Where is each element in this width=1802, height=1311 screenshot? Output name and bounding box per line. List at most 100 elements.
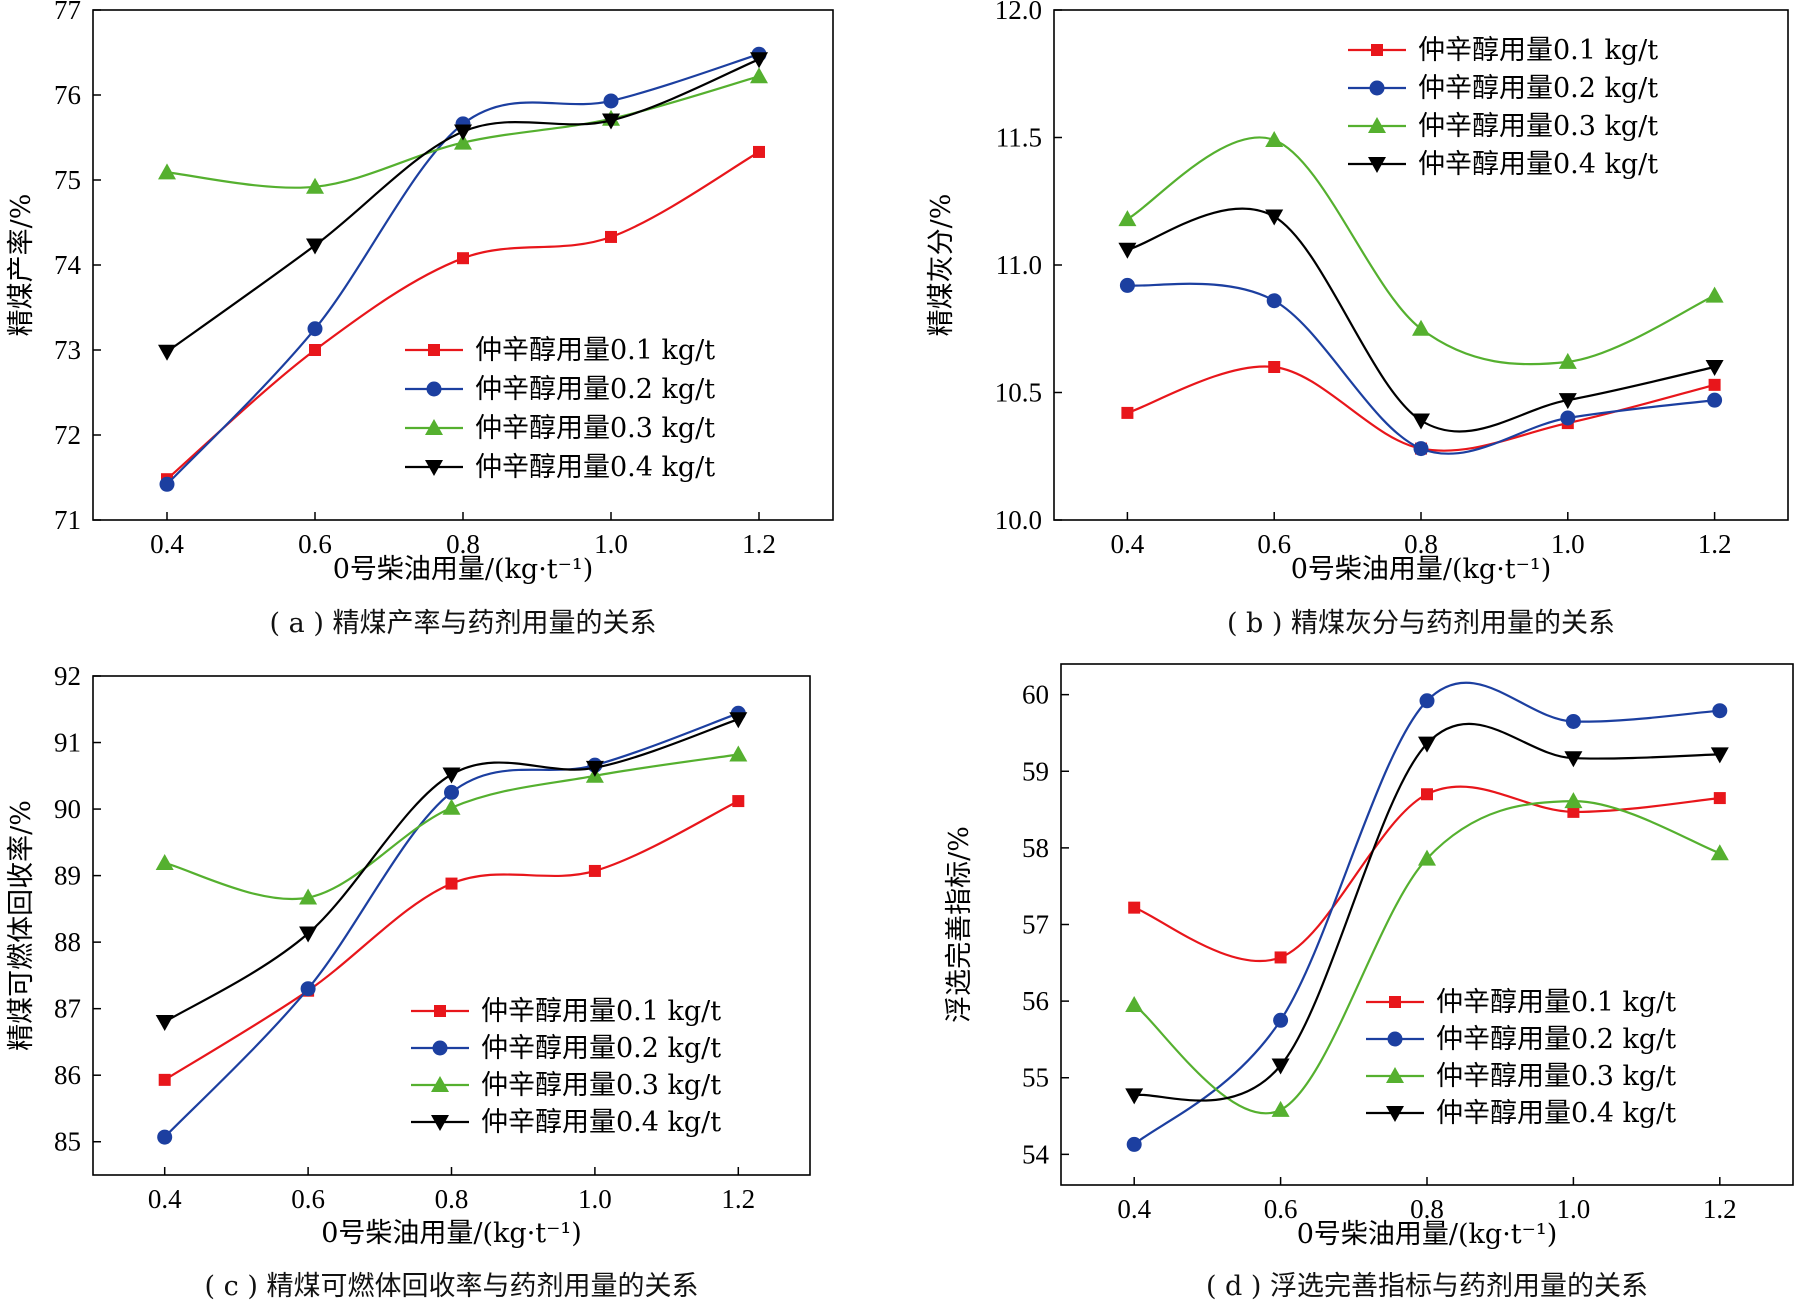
series-line — [1133, 722, 1720, 1102]
data-point — [442, 767, 461, 784]
data-point — [1558, 352, 1577, 369]
data-point — [454, 133, 472, 150]
data-point — [306, 238, 324, 255]
legend-label: 仲辛醇用量0.2 kg/t — [481, 1033, 721, 1064]
series-4 — [155, 712, 748, 1031]
data-point — [1567, 805, 1580, 818]
y-tick-label: 58 — [1022, 833, 1049, 863]
data-point — [602, 113, 620, 130]
legend-entry: 仲辛醇用量0.1 kg/t — [1348, 35, 1658, 66]
x-tick-label: 1.0 — [1557, 1194, 1591, 1224]
data-point — [1564, 751, 1583, 768]
data-point — [588, 864, 601, 877]
y-tick-label: 55 — [1022, 1063, 1049, 1093]
legend-marker — [1389, 996, 1401, 1008]
legend-label: 仲辛醇用量0.3 kg/t — [475, 413, 715, 444]
y-tick-label: 57 — [1022, 910, 1049, 940]
data-point — [309, 344, 321, 356]
data-point — [1707, 392, 1723, 408]
x-tick-label: 0.8 — [1410, 1194, 1444, 1224]
data-point — [1265, 131, 1284, 148]
y-tick-label: 12.0 — [995, 0, 1042, 25]
panel-c: 0.4 0.6 0.8 1.0 1.2 85 86 87 88 89 90 91 92 0号柴油用量/(k… — [6, 661, 811, 1302]
data-point — [1119, 277, 1135, 293]
series-line — [1133, 681, 1720, 1146]
x-tick-label: 0.6 — [1264, 1194, 1298, 1224]
data-point — [1268, 361, 1281, 373]
x-axis-label: 0号柴油用量/(kg·t⁻¹) — [321, 1218, 582, 1249]
data-point — [299, 926, 318, 943]
legend-label: 仲辛醇用量0.1 kg/t — [1418, 35, 1658, 66]
data-point — [1705, 360, 1724, 376]
data-point — [1128, 901, 1141, 914]
data-point — [1271, 1058, 1290, 1075]
data-point — [1273, 1012, 1289, 1028]
x-tick-label: 0.6 — [298, 529, 332, 559]
legend-marker — [1368, 157, 1386, 173]
y-tick-label: 54 — [1022, 1139, 1050, 1169]
x-tick-label: 1.2 — [1698, 529, 1732, 559]
data-point — [1708, 378, 1721, 391]
legend-label: 仲辛醇用量0.4 kg/t — [1436, 1098, 1676, 1129]
x-tick-label: 0.4 — [150, 529, 184, 559]
data-point — [732, 795, 745, 808]
x-tick-label: 0.8 — [446, 529, 480, 559]
series-3 — [155, 745, 748, 905]
legend-label: 仲辛醇用量0.3 kg/t — [1436, 1061, 1676, 1092]
legend-marker — [425, 460, 443, 476]
series-1 — [1128, 785, 1726, 964]
data-point — [1419, 693, 1435, 709]
legend-entry: 仲辛醇用量0.2 kg/t — [411, 1033, 721, 1064]
data-point — [445, 877, 458, 890]
y-tick-label: 86 — [54, 1060, 81, 1090]
y-tick-label: 71 — [54, 505, 81, 535]
data-point — [1710, 747, 1729, 764]
panel-caption: ( a ) 精煤产率与药剂用量的关系 — [270, 608, 657, 639]
series-line — [1133, 785, 1720, 963]
y-tick-label: 76 — [54, 80, 81, 110]
x-tick-label: 1.2 — [721, 1184, 755, 1214]
legend-entry: 仲辛醇用量0.4 kg/t — [1348, 149, 1658, 180]
y-tick-label: 10.5 — [995, 378, 1042, 408]
y-tick-label: 56 — [1022, 986, 1049, 1016]
panel-b: 0.4 0.6 0.8 1.0 1.2 10.0 10.5 11.0 11.5 12.0 0号柴油用… — [926, 0, 1789, 639]
series-line — [163, 712, 739, 1138]
legend-label: 仲辛醇用量0.1 kg/t — [475, 335, 715, 366]
data-point — [157, 1129, 173, 1145]
legend-label: 仲辛醇用量0.2 kg/t — [1418, 73, 1658, 104]
data-point — [1705, 286, 1724, 303]
panel-caption: ( c ) 精煤可燃体回收率与药剂用量的关系 — [205, 1271, 699, 1302]
series-4 — [1118, 207, 1724, 433]
data-point — [442, 798, 461, 815]
data-point — [306, 177, 324, 194]
data-point — [159, 476, 175, 492]
data-point — [603, 93, 619, 109]
y-tick-label: 87 — [54, 994, 81, 1024]
y-axis-label: 精煤可燃体回收率/% — [6, 800, 37, 1051]
data-point — [155, 1014, 174, 1031]
x-tick-label: 0.6 — [1257, 529, 1291, 559]
data-point — [750, 52, 768, 69]
x-tick-label: 1.0 — [594, 529, 628, 559]
data-point — [1412, 319, 1430, 336]
panel-d: 0.4 0.6 0.8 1.0 1.2 54 55 56 57 58 59 60 0号柴油用量/(kg·… — [944, 663, 1794, 1302]
y-tick-label: 88 — [54, 927, 81, 957]
legend-label: 仲辛醇用量0.3 kg/t — [1418, 111, 1658, 142]
legend-entry: 仲辛醇用量0.1 kg/t — [405, 335, 715, 366]
data-point — [729, 712, 748, 729]
data-point — [1274, 951, 1287, 964]
y-tick-label: 72 — [54, 420, 81, 450]
x-tick-label: 1.0 — [578, 1184, 612, 1214]
data-point — [1564, 792, 1583, 809]
legend-entry: 仲辛醇用量0.2 kg/t — [405, 374, 715, 405]
legend-entry: 仲辛醇用量0.3 kg/t — [1366, 1061, 1676, 1092]
data-point — [1126, 1136, 1142, 1152]
y-tick-label: 10.0 — [995, 505, 1042, 535]
y-tick-label: 74 — [54, 250, 82, 280]
y-tick-label: 59 — [1022, 756, 1049, 786]
data-point — [457, 252, 469, 265]
data-point — [1413, 441, 1429, 457]
data-point — [605, 230, 617, 243]
legend-label: 仲辛醇用量0.2 kg/t — [475, 374, 715, 405]
